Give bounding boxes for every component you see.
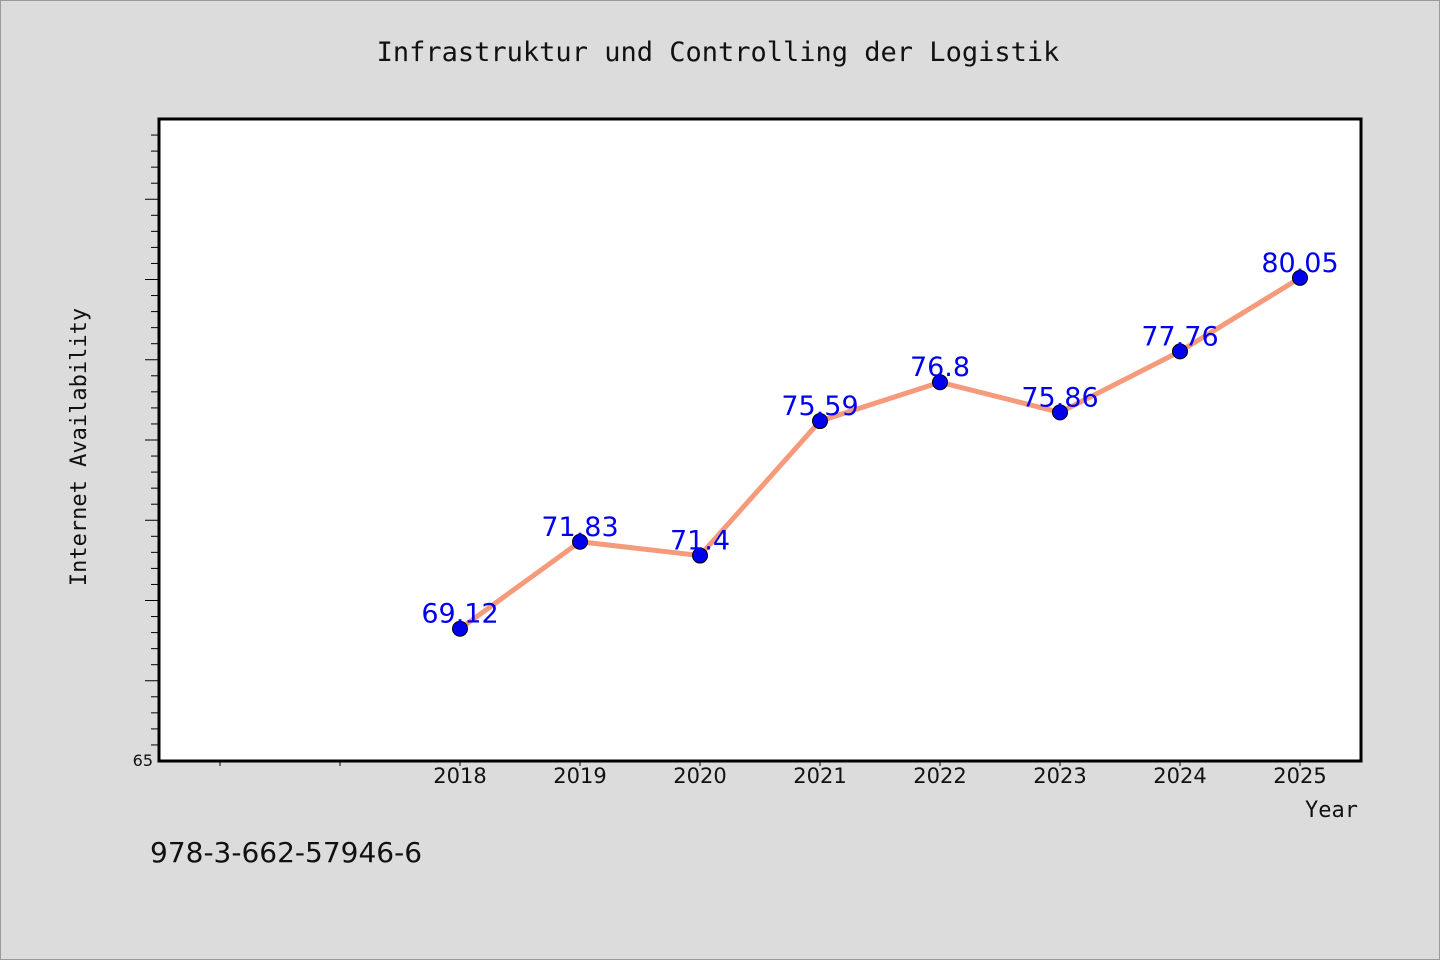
data-label: 69.12: [421, 599, 498, 630]
data-point: [572, 533, 588, 550]
chart-title: Infrastruktur und Controlling der Logist…: [377, 37, 1060, 68]
data-point: [812, 413, 828, 430]
plot-area: [157, 117, 1363, 763]
data-point: [692, 547, 708, 564]
x-tick-labels: 2018 2019 2020 2021 2022 2023 2024 2025: [433, 764, 1326, 788]
data-label: 80.05: [1261, 248, 1338, 279]
data-label: 75.86: [1021, 382, 1098, 413]
x-tick-label: 2023: [1033, 764, 1086, 788]
x-tick-label: 2022: [913, 764, 966, 788]
x-tick-label: 2021: [793, 764, 846, 788]
x-axis-ticks: [219, 761, 1301, 766]
isbn-text: 978-3-662-57946-6: [150, 836, 422, 869]
data-point: [1292, 269, 1308, 286]
data-point: [1172, 343, 1188, 360]
data-label: 76.8: [910, 352, 970, 383]
y-axis-label: Internet Availability: [67, 308, 92, 586]
data-label: 75.59: [781, 391, 858, 422]
x-axis-label: Year: [1305, 798, 1358, 823]
series-group: 69.12 71.83 71.4 75.59 76.8 75.86 77.76 80.05: [421, 248, 1339, 637]
data-point: [932, 374, 948, 391]
data-label: 77.76: [1141, 321, 1218, 352]
x-tick-label: 2019: [553, 764, 606, 788]
x-tick-label: 2020: [673, 764, 726, 788]
y-axis-ticks: [145, 134, 159, 746]
x-tick-label: 2024: [1153, 764, 1206, 788]
data-point: [1052, 404, 1068, 421]
y-tick-label-min: 65: [133, 751, 153, 770]
data-label: 71.4: [670, 526, 730, 557]
x-tick-label: 2025: [1273, 764, 1326, 788]
series-line: [457, 275, 1303, 632]
data-label: 71.83: [541, 512, 618, 543]
data-point: [452, 620, 468, 637]
x-tick-label: 2018: [433, 764, 486, 788]
